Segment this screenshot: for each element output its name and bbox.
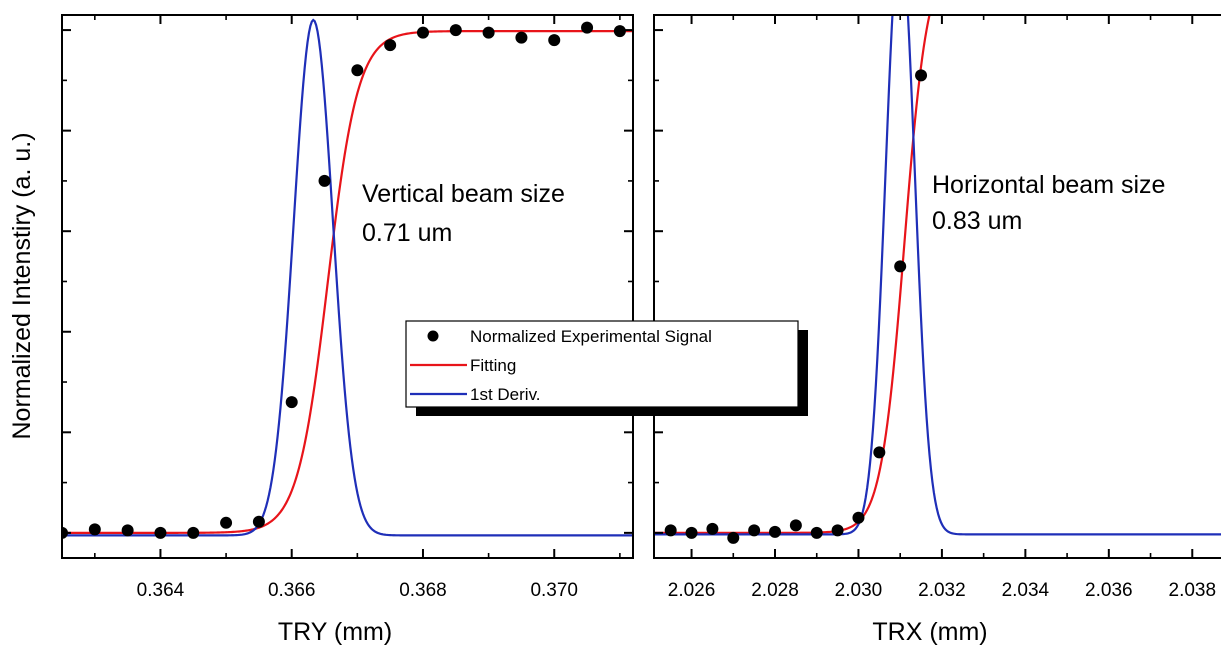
legend-label-signal: Normalized Experimental Signal: [470, 327, 712, 346]
right-annotation-line1: Horizontal beam size: [932, 171, 1165, 199]
right-data-point: [831, 524, 844, 537]
right-plot-panel: 2.026 2.028 2.030 2.032 2.034 2.036 2.038 TRX …: [653, 14, 1221, 646]
right-data-point: [915, 69, 928, 82]
legend-label-fitting: Fitting: [470, 356, 516, 375]
right-x-tick-label: 2.030: [835, 580, 883, 601]
legend: Normalized Experimental Signal Fitting 1…: [405, 320, 808, 416]
right-x-axis-title: TRX (mm): [872, 618, 987, 646]
left-data-point: [154, 526, 167, 539]
left-x-tick-label: 0.368: [399, 580, 447, 601]
left-data-point: [384, 39, 397, 52]
left-plot-panel: 0.364 0.366 0.368 0.370 Normalized Intensti…: [8, 14, 634, 646]
left-x-axis-title: TRY (mm): [278, 618, 392, 646]
right-x-tick-label: 2.034: [1002, 580, 1050, 601]
right-data-point: [706, 522, 719, 535]
left-x-tick-label: 0.364: [137, 580, 185, 601]
left-data-point: [482, 26, 495, 39]
right-annotation-line2: 0.83 um: [932, 207, 1022, 235]
left-data-point: [548, 34, 561, 47]
left-data-point: [613, 25, 626, 38]
right-x-tick-label: 2.026: [668, 580, 716, 601]
right-data-point: [664, 524, 677, 537]
left-data-point: [581, 21, 594, 34]
legend-box: [405, 320, 799, 408]
left-data-point: [416, 26, 429, 39]
left-x-tick-label: 0.370: [530, 580, 578, 601]
right-data-point: [748, 524, 761, 537]
right-data-point: [852, 511, 865, 524]
left-data-point: [187, 526, 200, 539]
left-data-point: [220, 516, 233, 529]
left-data-point: [515, 31, 528, 44]
left-data-point: [121, 524, 134, 537]
left-y-axis-title: Normalized Intenstiry (a. u.): [8, 132, 36, 439]
left-data-point: [351, 64, 364, 77]
legend-label-deriv: 1st Deriv.: [470, 385, 541, 404]
left-data-point: [285, 396, 298, 409]
right-data-point: [727, 531, 740, 544]
right-data-point: [685, 526, 698, 539]
left-annotation-line2: 0.71 um: [362, 219, 452, 247]
right-x-tick-label: 2.028: [751, 580, 799, 601]
right-data-point: [789, 519, 802, 532]
left-data-point: [88, 523, 101, 536]
left-annotation-line1: Vertical beam size: [362, 180, 565, 208]
left-plot-frame: [61, 14, 634, 559]
right-x-tick-label: 2.038: [1169, 580, 1217, 601]
left-x-tick-label: 0.366: [268, 580, 316, 601]
legend-scatter-marker: [427, 330, 439, 342]
left-data-point: [449, 24, 462, 37]
right-x-tick-label: 2.032: [918, 580, 966, 601]
right-data-point: [873, 446, 886, 459]
right-x-tick-label: 2.036: [1085, 580, 1133, 601]
right-plot-frame: [653, 14, 1221, 559]
left-data-point: [252, 515, 265, 528]
right-data-point: [894, 260, 907, 273]
right-data-point: [769, 525, 782, 538]
left-data-point: [318, 174, 331, 187]
right-data-point: [810, 526, 823, 539]
